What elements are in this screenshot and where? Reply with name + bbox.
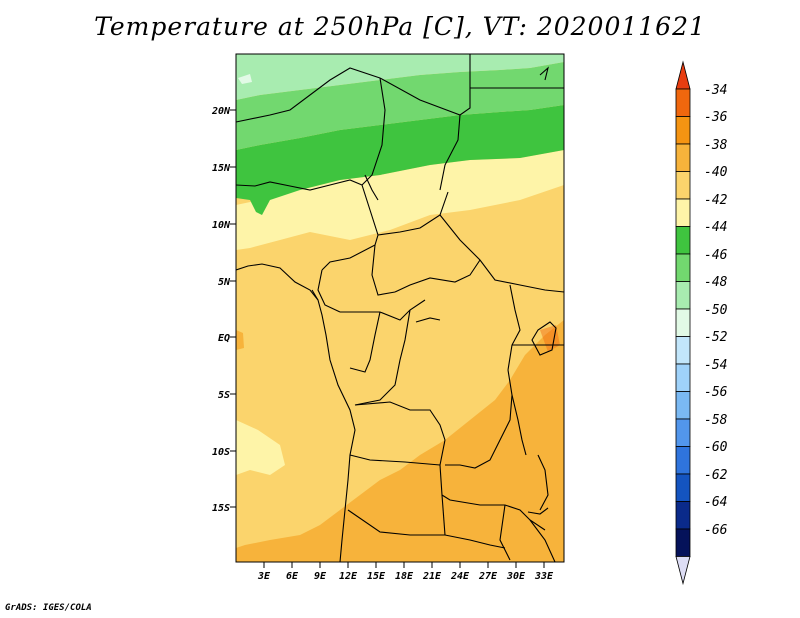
lat-label: 15N <box>212 163 231 174</box>
colorbar-swatch <box>675 171 691 200</box>
colorbar-swatch <box>675 143 691 172</box>
colorbar-swatch <box>675 363 691 392</box>
shade-level-44 <box>236 105 564 215</box>
colorbar-labels: -34 -36 -38 -40 -42 -44 -46 -48 -50 -52 … <box>704 83 728 538</box>
colorbar-swatch <box>675 501 691 530</box>
colorbar-swatch <box>675 336 691 365</box>
colorbar-label: -40 <box>704 165 728 180</box>
colorbar-label: -44 <box>704 220 727 235</box>
lat-label: 20N <box>211 106 231 117</box>
map-frame <box>235 53 565 563</box>
colorbar-swatch <box>675 528 691 557</box>
colorbar-label: -52 <box>704 330 728 345</box>
colorbar-swatch <box>675 198 691 227</box>
colorbar-label: -34 <box>704 83 727 98</box>
colorbar-label: -48 <box>704 275 728 290</box>
colorbar-label: -56 <box>704 385 728 400</box>
lon-label: 21E <box>422 571 442 582</box>
shade-level-48 <box>236 54 564 100</box>
colorbar-swatch <box>675 308 691 337</box>
colorbar-swatch <box>675 446 691 475</box>
colorbar-label: -36 <box>704 110 728 125</box>
lon-label: 12E <box>339 571 358 582</box>
lat-label: 5N <box>218 277 231 288</box>
lat-label: 5S <box>218 390 230 401</box>
map-title: Temperature at 250hPa [C], VT: 202001162… <box>94 12 706 41</box>
colorbar-label: -54 <box>704 358 727 373</box>
shade-level-50-patch <box>238 74 252 84</box>
shade-level-38-w <box>236 330 244 350</box>
lon-label: 30E <box>506 571 526 582</box>
shade-level-42-sw <box>236 420 285 475</box>
lon-label: 15E <box>367 571 386 582</box>
colorbar-swatch <box>675 88 691 117</box>
colorbar-label: -38 <box>704 138 728 153</box>
lat-label: 10S <box>212 447 230 458</box>
colorbar-swatch <box>675 473 691 502</box>
lon-label: 18E <box>395 571 414 582</box>
colorbar-label: -46 <box>704 248 728 263</box>
colorbar-swatch <box>675 253 691 282</box>
lat-label: 15S <box>212 503 230 514</box>
colorbar-label: -62 <box>704 468 728 483</box>
colorbar-swatch <box>675 281 691 310</box>
lat-axis <box>230 109 236 508</box>
lon-label: 24E <box>450 571 470 582</box>
temperature-shading <box>236 54 564 562</box>
colorbar-label: -60 <box>704 440 728 455</box>
colorbar-swatch-top <box>675 60 691 90</box>
colorbar-swatch <box>675 418 691 447</box>
lon-label: 27E <box>478 571 498 582</box>
lat-label: EQ <box>218 333 230 344</box>
colorbar-swatch <box>675 226 691 255</box>
lon-label: 6E <box>286 571 299 582</box>
colorbar-label: -42 <box>704 193 728 208</box>
lat-label: 10N <box>212 220 231 231</box>
shade-level-42 <box>236 150 564 250</box>
colorbar-label: -50 <box>704 303 728 318</box>
country-borders <box>236 54 564 562</box>
lon-label: 3E <box>257 571 271 582</box>
grads-credit: GrADS: IGES/COLA <box>5 603 92 613</box>
shade-level-38 <box>236 320 564 562</box>
colorbar-label: -64 <box>704 495 727 510</box>
colorbar-swatch <box>675 116 691 145</box>
lon-label: 33E <box>534 571 554 582</box>
shade-level-46 <box>236 62 564 150</box>
colorbar-label: -66 <box>704 523 728 538</box>
colorbar-swatch-bottom <box>675 556 691 586</box>
lon-axis <box>263 562 545 568</box>
colorbar <box>675 60 691 586</box>
lon-label: 9E <box>314 571 327 582</box>
colorbar-label: -58 <box>704 413 728 428</box>
colorbar-swatch <box>675 391 691 420</box>
